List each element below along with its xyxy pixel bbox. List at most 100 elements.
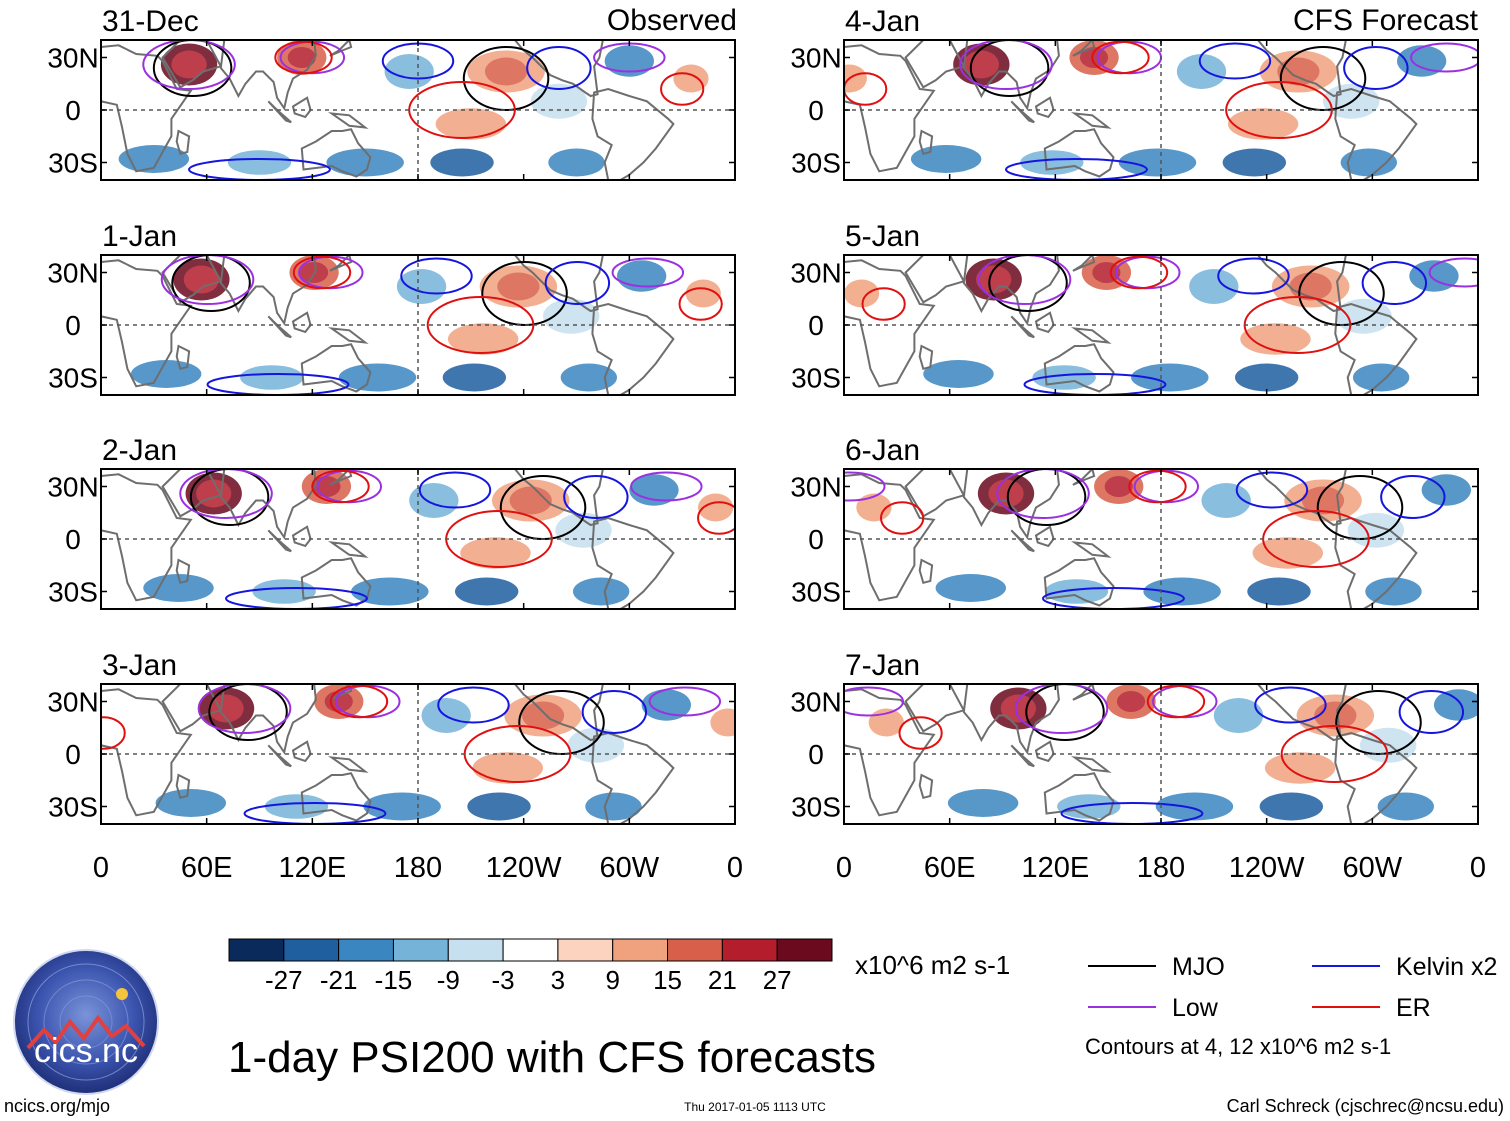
lon-tick-label: 60W <box>1343 852 1403 884</box>
colorbar-tick-label: -27 <box>265 965 303 995</box>
colorbar-swatch <box>667 938 723 962</box>
lat-tick-label: 30N <box>47 258 98 289</box>
colorbar-swatch <box>338 938 394 962</box>
lon-tick-label: 120E <box>1021 852 1089 884</box>
panel-date-label: 4-Jan <box>845 5 920 38</box>
lat-tick-label: 30S <box>791 363 841 394</box>
panel-date-label: 3-Jan <box>102 649 177 682</box>
legend-label: MJO <box>1172 953 1225 981</box>
colorbar-tick-label: -9 <box>437 965 460 995</box>
colorbar-swatch <box>283 938 340 962</box>
map-axes: 0 60E 120E 180 120W 60W 0 0 60E 120E 180 120W 60W 0 <box>93 852 1486 884</box>
lat-tick-label: 30N <box>47 43 98 74</box>
colorbar-swatch <box>612 938 669 962</box>
lat-tick-label: 30S <box>791 792 841 823</box>
colorbar-units: x10^6 m2 s-1 <box>855 950 1010 980</box>
colorbar-tick-label: 9 <box>605 965 619 995</box>
lon-tick-label: 0 <box>727 852 743 884</box>
wave-contours <box>101 684 722 824</box>
colorbar-swatch <box>502 938 559 962</box>
lat-tick-label: 0 <box>65 739 81 770</box>
lat-tick-label: 30N <box>47 687 98 718</box>
lat-tick-label: 30N <box>790 472 841 503</box>
author-credit: Carl Schreck (cjschrec@ncsu.edu) <box>1227 1096 1504 1116</box>
lon-tick-label: 0 <box>1470 852 1486 884</box>
lon-tick-label: 60E <box>181 852 233 884</box>
land-outlines <box>101 255 675 395</box>
psi-anomaly-field <box>118 40 709 177</box>
psi-anomaly-field <box>844 255 1459 392</box>
colorbar-tick-label: 21 <box>708 965 737 995</box>
legend-label: Low <box>1172 994 1219 1022</box>
timestamp: Thu 2017-01-05 1113 UTC <box>684 1100 826 1114</box>
legend-label: ER <box>1396 994 1431 1022</box>
colorbar-tick-label: 15 <box>653 965 682 995</box>
logo-name: cics.nc <box>34 1032 138 1070</box>
lat-tick-label: 30S <box>791 148 841 179</box>
lat-tick-label: 0 <box>808 95 824 126</box>
lon-tick-label: 0 <box>836 852 852 884</box>
lat-tick-label: 0 <box>65 524 81 555</box>
observed-column-label: Observed <box>607 4 737 37</box>
panel-date-label: 6-Jan <box>845 434 920 467</box>
contour-legend: MJO Kelvin x2 Low ER <box>1088 953 1497 1022</box>
psi-anomaly-field <box>143 469 734 606</box>
panel-date-label: 1-Jan <box>102 220 177 253</box>
lat-tick-label: 0 <box>808 524 824 555</box>
psi-anomaly-field <box>155 684 735 821</box>
panel-date-label: 7-Jan <box>845 649 920 682</box>
colorbar-tick-label: -15 <box>375 965 413 995</box>
colorbar-tick-label: 3 <box>551 965 565 995</box>
lon-tick-label: 120E <box>278 852 346 884</box>
wave-contours <box>160 255 723 395</box>
cics-logo: cics.nc <box>13 949 159 1095</box>
lat-tick-label: 30S <box>791 577 841 608</box>
lat-tick-label: 30N <box>790 687 841 718</box>
colorbar-tick-label: 27 <box>763 965 792 995</box>
lat-tick-label: 0 <box>65 95 81 126</box>
lat-tick-label: 30N <box>790 258 841 289</box>
lat-tick-label: 0 <box>808 739 824 770</box>
colorbar-swatch <box>392 938 449 962</box>
psi-anomaly-field <box>868 684 1478 821</box>
lat-tick-label: 30S <box>48 148 98 179</box>
lon-tick-label: 120W <box>486 852 562 884</box>
lat-tick-label: 30S <box>48 577 98 608</box>
panel-date-label: 2-Jan <box>102 434 177 467</box>
colorbar: -27 -21 -15 -9 -3 3 9 15 21 27 <box>228 938 833 995</box>
lon-tick-label: 60W <box>600 852 660 884</box>
colorbar-tick-label: -21 <box>320 965 358 995</box>
colorbar-swatch <box>447 938 504 962</box>
legend-label: Kelvin x2 <box>1396 953 1497 981</box>
lon-tick-label: 0 <box>93 852 109 884</box>
colorbar-swatch <box>721 938 778 962</box>
colorbar-swatch <box>228 938 285 962</box>
lon-tick-label: 180 <box>1137 852 1185 884</box>
lat-tick-label: 0 <box>808 310 824 341</box>
colorbar-tick-label: -3 <box>492 965 515 995</box>
lat-tick-label: 0 <box>65 310 81 341</box>
lat-tick-label: 30S <box>48 792 98 823</box>
forecast-column-label: CFS Forecast <box>1293 4 1479 37</box>
wave-contours <box>844 40 1478 180</box>
map-panels: 31-Dec30N030S1-Jan30N030S2-Jan30N030S3-J… <box>47 5 1479 825</box>
lon-tick-label: 180 <box>394 852 442 884</box>
land-outlines <box>844 40 1418 180</box>
lat-tick-label: 30S <box>48 363 98 394</box>
contour-note: Contours at 4, 12 x10^6 m2 s-1 <box>1085 1034 1391 1059</box>
land-outlines <box>844 469 1418 609</box>
lat-tick-label: 30N <box>790 43 841 74</box>
colorbar-swatch <box>776 938 833 962</box>
lat-tick-label: 30N <box>47 472 98 503</box>
lon-tick-label: 60E <box>924 852 976 884</box>
figure-title: 1-day PSI200 with CFS forecasts <box>228 1033 876 1082</box>
panel-date-label: 31-Dec <box>102 5 199 38</box>
